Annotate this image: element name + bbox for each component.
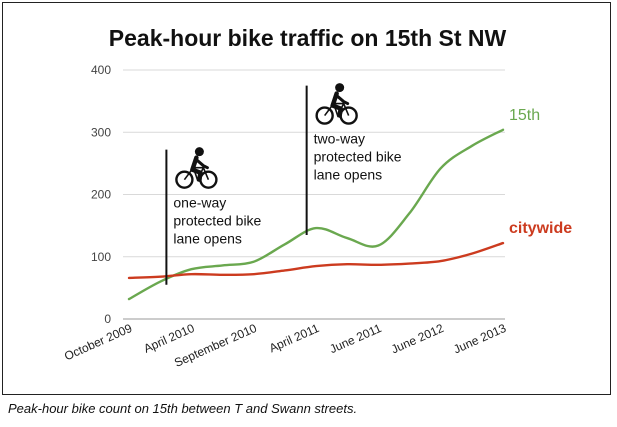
x-tick-label: October 2009 [62, 321, 134, 363]
annotation-text: lane opens [314, 167, 383, 183]
x-tick-label: June 2012 [389, 321, 446, 357]
annotation-text: protected bike [173, 213, 261, 229]
series-label: 15th [509, 107, 540, 124]
chart-title: Peak-hour bike traffic on 15th St NW [108, 25, 507, 51]
y-tick-label: 300 [91, 125, 111, 139]
y-tick-label: 400 [91, 63, 111, 77]
x-tick-label: April 2011 [267, 321, 322, 356]
y-tick-label: 200 [91, 188, 111, 202]
series-line-15th [127, 128, 505, 301]
annotation-text: one-way [173, 195, 226, 211]
bicycle-icon [315, 83, 358, 125]
x-tick-label: June 2013 [451, 321, 508, 357]
y-tick-label: 100 [91, 250, 111, 264]
annotation-text: two-way [314, 131, 365, 147]
annotation-text: protected bike [314, 149, 402, 165]
bicycle-icon [175, 147, 218, 189]
series-line-citywide [127, 241, 505, 280]
x-tick-label: June 2011 [327, 321, 383, 356]
y-tick-label: 0 [104, 312, 111, 326]
series-label: citywide [509, 220, 572, 237]
chart-caption: Peak-hour bike count on 15th between T a… [8, 401, 358, 416]
annotation-text: lane opens [173, 231, 242, 247]
chart-frame: Peak-hour bike traffic on 15th St NW 0 10… [2, 2, 611, 395]
